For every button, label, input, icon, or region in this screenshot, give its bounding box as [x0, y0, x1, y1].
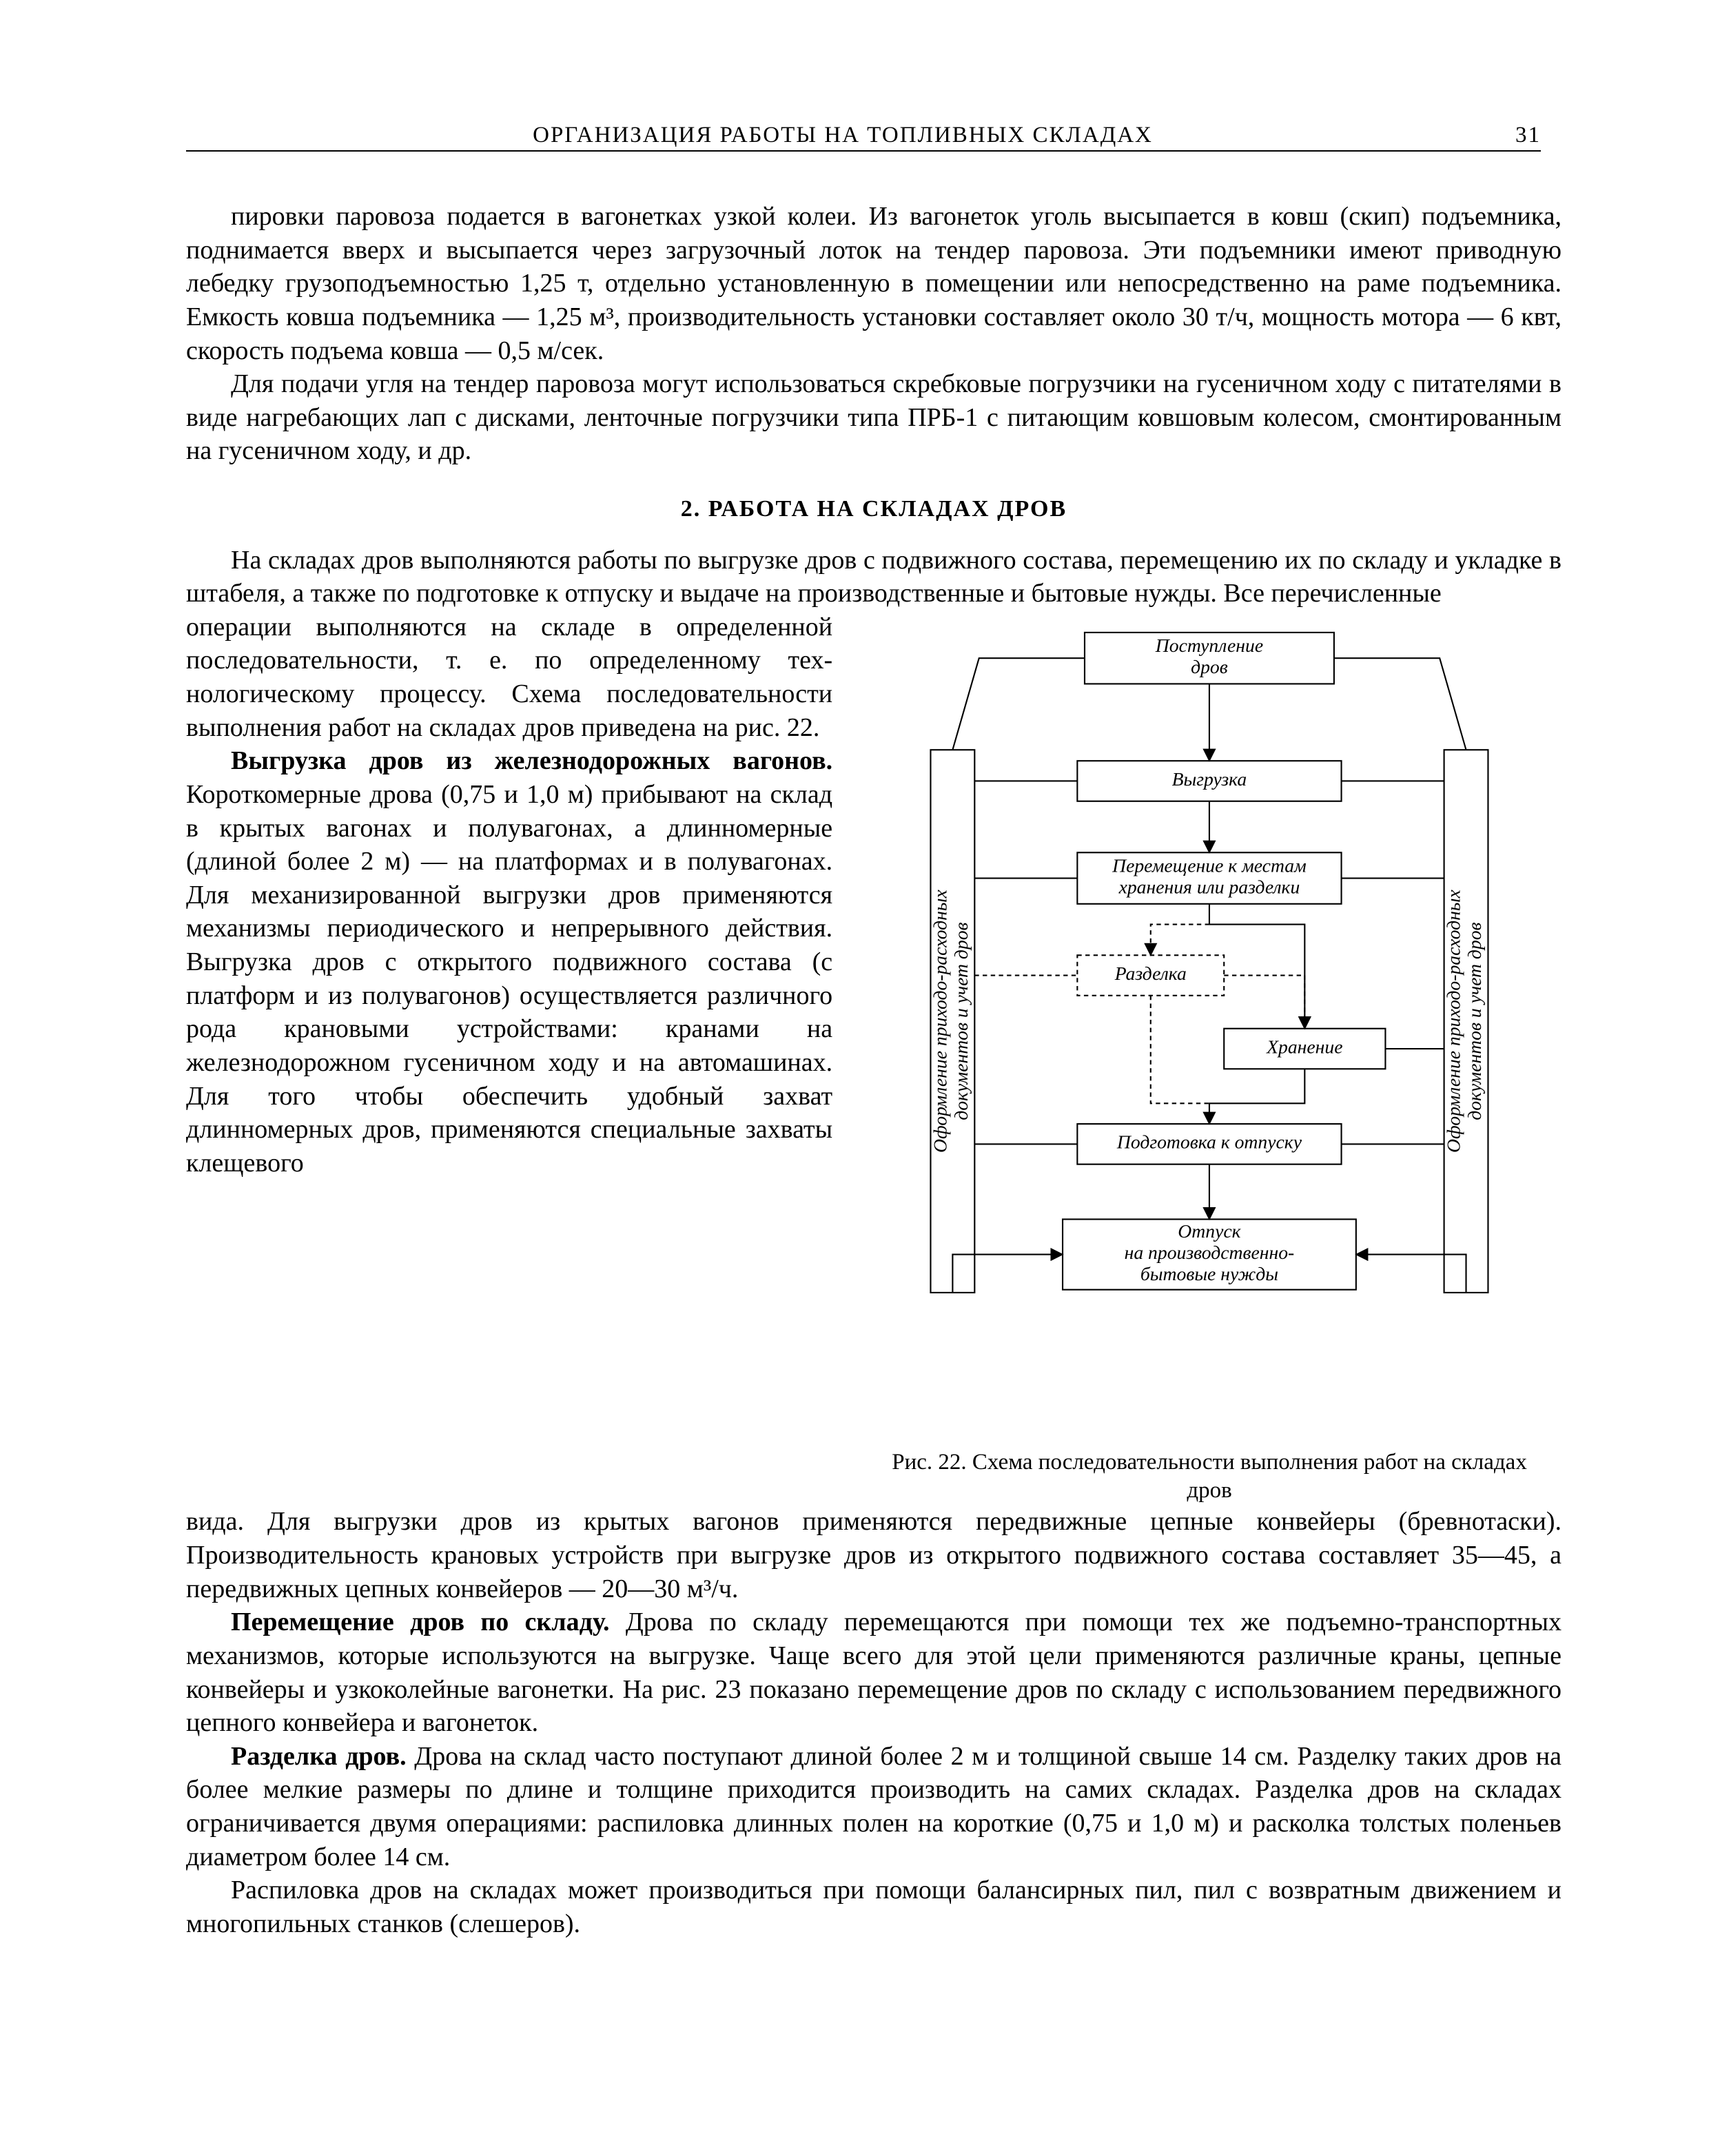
paragraph: Распиловка дров на складах может произво… — [186, 1873, 1562, 1940]
svg-text:документов и учет дров: документов и учет дров — [1464, 922, 1485, 1120]
running-title: ОРГАНИЗАЦИЯ РАБОТЫ НА ТОПЛИВНЫХ СКЛАДАХ — [186, 121, 1499, 150]
figure-caption: Рис. 22. Схема последовательности выполн… — [885, 1448, 1533, 1506]
column-text: операции выполняются на складе в определ… — [186, 610, 832, 1506]
svg-text:хранения или разделки: хранения или разделки — [1118, 876, 1300, 897]
paragraph: На складах дров выполняются работы по вы… — [186, 544, 1562, 610]
paragraph: Перемещение дров по складу. Дрова по скл… — [186, 1605, 1562, 1740]
svg-text:Выгрузка: Выгрузка — [1172, 768, 1247, 790]
svg-text:Поступление: Поступление — [1155, 635, 1263, 656]
paragraph: пировки паровоза подается в вагонетках у… — [186, 200, 1562, 367]
paragraph: Выгрузка дров из железно­дорожных вагоно… — [186, 744, 832, 1180]
column-figure: Поступлениедров Выгрузка Перемещение к мес… — [857, 610, 1562, 1506]
run-in-heading: Выгрузка дров из железно­дорожных вагоно… — [231, 746, 832, 775]
paragraph: вида. Для выгрузки дров из крытых вагоно… — [186, 1505, 1562, 1605]
svg-text:Перемещение к местам: Перемещение к местам — [1112, 854, 1307, 876]
svg-text:Оформление приходо-расходных: Оформление приходо-расходных — [1443, 889, 1464, 1153]
flowchart-figure-22: Поступлениедров Выгрузка Перемещение к мес… — [857, 610, 1562, 1432]
page: ОРГАНИЗАЦИЯ РАБОТЫ НА ТОПЛИВНЫХ СКЛАДАХ … — [0, 0, 1720, 2156]
svg-text:Разделка: Разделка — [1114, 963, 1187, 984]
svg-text:Оформление приходо-расходных: Оформление приходо-расходных — [930, 889, 951, 1153]
page-number: 31 — [1499, 121, 1541, 150]
header-rule — [186, 150, 1541, 152]
svg-text:на производственно-: на производственно- — [1125, 1242, 1295, 1263]
svg-text:документов и учет дров: документов и учет дров — [950, 922, 972, 1120]
svg-text:бытовые нужды: бытовые нужды — [1140, 1263, 1278, 1284]
paragraph: Для подачи угля на тендер паровоза могут… — [186, 367, 1562, 468]
svg-text:дров: дров — [1191, 656, 1228, 677]
paragraph-continuation: Короткомер­ные дрова (0,75 и 1,0 м) приб… — [186, 780, 832, 1178]
run-in-heading: Перемещение дров по складу. — [231, 1608, 610, 1636]
svg-text:Хранение: Хранение — [1266, 1036, 1342, 1057]
svg-text:Подготовка к отпуску: Подготовка к отпуску — [1116, 1131, 1302, 1153]
paragraph: Разделка дров. Дрова на склад часто пост… — [186, 1740, 1562, 1874]
two-column-layout: операции выполняются на складе в определ… — [186, 610, 1562, 1506]
section-heading: 2. РАБОТА НА СКЛАДАХ ДРОВ — [186, 494, 1562, 524]
page-body: пировки паровоза подается в вагонетках у… — [186, 200, 1562, 1941]
running-head: ОРГАНИЗАЦИЯ РАБОТЫ НА ТОПЛИВНЫХ СКЛАДАХ … — [186, 121, 1541, 150]
run-in-heading: Разделка дров. — [231, 1742, 407, 1771]
svg-text:Отпуск: Отпуск — [1178, 1220, 1241, 1242]
paragraph: операции выполняются на складе в определ… — [186, 610, 832, 745]
